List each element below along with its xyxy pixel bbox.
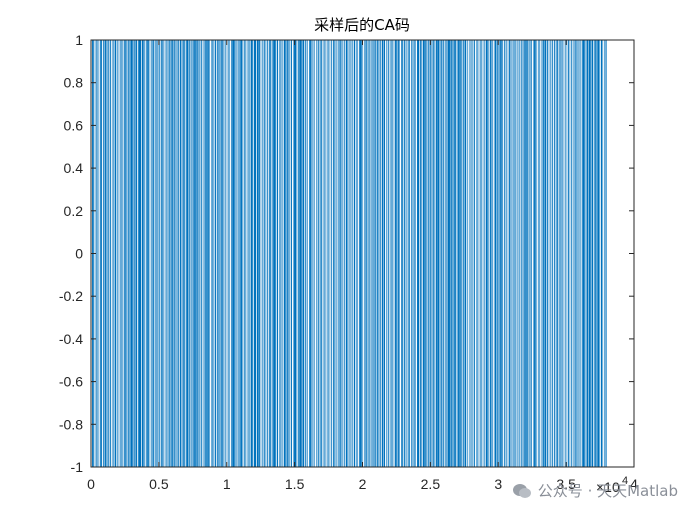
x-exponent-base: ×10 bbox=[596, 479, 620, 495]
x-tick-label: 0 bbox=[87, 476, 95, 492]
y-tick-label: 0 bbox=[75, 246, 83, 262]
watermark: 公众号 · 天天Matlab bbox=[512, 480, 678, 501]
y-tick-label: -0.4 bbox=[59, 331, 83, 347]
y-tick-label: 0.8 bbox=[64, 75, 84, 91]
x-exponent-power: 4 bbox=[622, 475, 628, 487]
wechat-icon bbox=[512, 483, 531, 498]
y-tick-label: 0.6 bbox=[64, 117, 84, 133]
y-tick-label: 0.2 bbox=[64, 203, 84, 219]
x-tick-label: 2.5 bbox=[421, 476, 441, 492]
x-tick-label: 4 bbox=[630, 476, 638, 492]
x-ticks: 0 0.5 1 1.5 2 2.5 3 3.5 4 bbox=[87, 40, 638, 492]
x-tick-label: 3 bbox=[494, 476, 502, 492]
watermark-text: 公众号 · 天天Matlab bbox=[537, 482, 678, 500]
y-tick-label: 0.4 bbox=[64, 160, 84, 176]
x-tick-label: 1 bbox=[223, 476, 231, 492]
x-tick-label: 1.5 bbox=[285, 476, 305, 492]
y-tick-label: 1 bbox=[75, 32, 83, 48]
y-ticks: 1 0.8 0.6 0.4 0.2 0 -0.2 -0.4 -0.6 -0.8 -1 bbox=[59, 32, 634, 475]
x-tick-label: 3.5 bbox=[556, 476, 576, 492]
chart-title: 采样后的CA码 bbox=[314, 16, 410, 34]
x-tick-label: 0.5 bbox=[149, 476, 169, 492]
y-tick-label: -0.2 bbox=[59, 288, 83, 304]
y-tick-label: -0.6 bbox=[59, 374, 83, 390]
y-tick-label: -1 bbox=[71, 459, 84, 475]
x-tick-label: 2 bbox=[359, 476, 367, 492]
y-tick-label: -0.8 bbox=[59, 416, 83, 432]
